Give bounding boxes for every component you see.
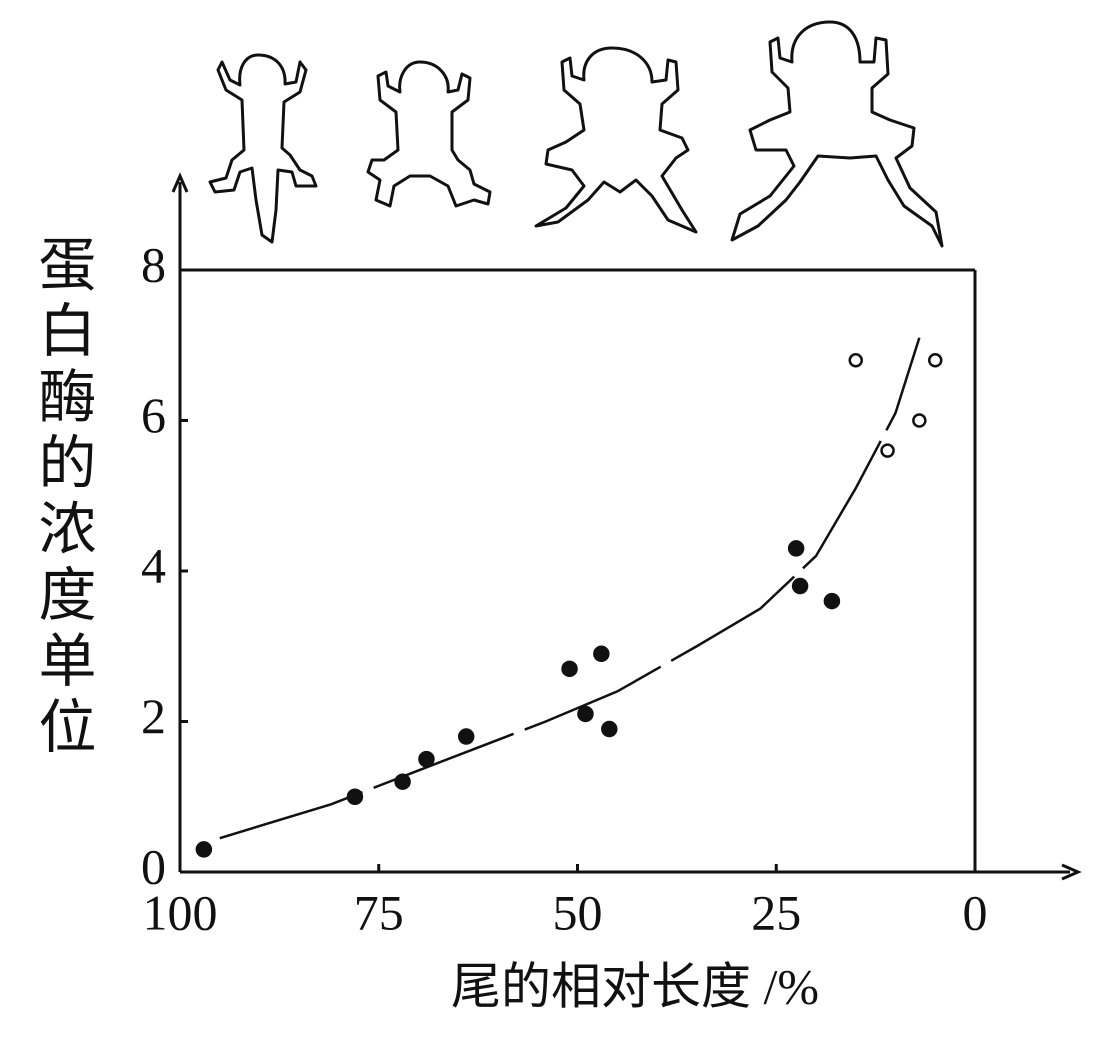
frog-4 <box>730 20 944 248</box>
y-tick-label: 8 <box>141 236 166 292</box>
open-point <box>880 443 895 458</box>
y-axis-label: 蛋白酶的浓度单位 <box>30 234 95 762</box>
filled-point <box>791 577 809 595</box>
open-point <box>848 353 863 368</box>
trend-curve <box>219 337 921 840</box>
x-tick-label: 75 <box>354 884 404 940</box>
x-tick-label: 50 <box>553 884 603 940</box>
filled-point <box>823 592 841 610</box>
open-point <box>912 413 927 428</box>
filled-point <box>577 705 594 723</box>
filled-point <box>457 728 475 745</box>
filled-point <box>418 750 435 768</box>
y-tick-label: 0 <box>141 838 166 894</box>
x-tick-label: 0 <box>963 884 988 940</box>
y-tick-label: 2 <box>141 688 166 744</box>
x-tick-label: 100 <box>143 884 218 940</box>
open-point <box>928 353 943 368</box>
frog-illustrations <box>208 20 944 248</box>
frog-2 <box>366 60 492 208</box>
filled-point <box>593 645 610 663</box>
axes <box>171 172 1082 881</box>
filled-point <box>601 720 618 738</box>
x-tick-label: 25 <box>751 884 801 940</box>
filled-point <box>195 841 213 858</box>
x-axis-arrow <box>1061 863 1082 881</box>
y-tick-label: 6 <box>141 387 166 443</box>
y-axis-arrow <box>171 172 189 193</box>
filled-point <box>787 540 805 557</box>
filled-point <box>561 660 578 678</box>
x-axis-label: 尾的相对长度 /% <box>451 958 819 1014</box>
y-tick-label: 4 <box>141 537 166 593</box>
frog-3 <box>534 46 698 234</box>
frog-1 <box>208 53 318 244</box>
